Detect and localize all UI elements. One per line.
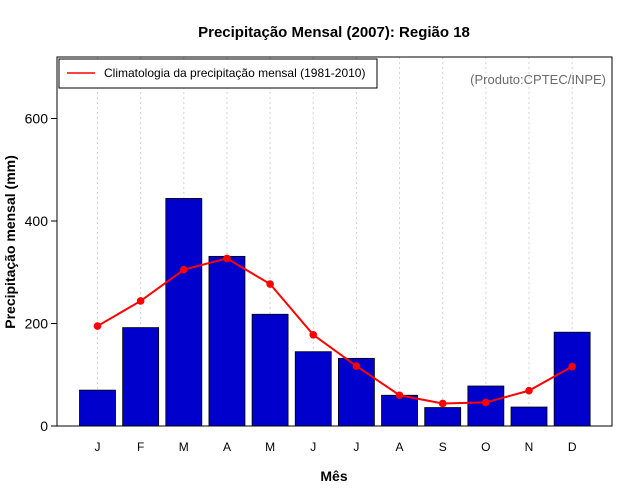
climatology-point xyxy=(223,254,231,263)
grid xyxy=(97,57,573,426)
climatology-point xyxy=(93,322,102,330)
chart-title: Precipitação Mensal (2007): Região 18 xyxy=(198,24,470,41)
plot-frame xyxy=(56,56,613,427)
y-axis-title: Precipitação mensal (mm) xyxy=(2,155,18,329)
bar-A xyxy=(208,255,246,427)
legend-label: Climatologia da precipitação mensal (198… xyxy=(104,66,365,80)
bar-A xyxy=(381,394,418,427)
climatology-line xyxy=(93,254,576,408)
legend-box xyxy=(58,58,378,89)
x-tick-label: N xyxy=(525,440,534,454)
climatology-point xyxy=(525,386,533,395)
credit-text: (Produto:CPTEC/INPE) xyxy=(470,72,606,87)
x-tick-label: M xyxy=(179,440,189,454)
bar-D xyxy=(553,331,591,427)
climatology-point xyxy=(136,297,145,305)
climatology-point xyxy=(568,362,576,371)
bar-F xyxy=(122,327,160,427)
y-axis: 0 200 400 600 xyxy=(25,111,57,434)
x-tick-label: S xyxy=(439,440,447,454)
x-tick-label: O xyxy=(481,440,490,454)
climatology-polyline xyxy=(96,257,573,405)
climatology-point xyxy=(482,398,490,407)
bar-N xyxy=(510,406,548,427)
bar-S xyxy=(424,407,462,427)
bar-M xyxy=(165,198,203,427)
climatology-point xyxy=(180,265,188,274)
legend: Climatologia da precipitação mensal (198… xyxy=(58,58,378,89)
x-tick-label: A xyxy=(396,440,404,454)
x-tick-label: J xyxy=(310,440,316,454)
bar-M xyxy=(251,313,289,427)
bars xyxy=(79,198,591,427)
climatology-point xyxy=(309,330,318,339)
x-tick-label: D xyxy=(568,440,577,454)
x-axis-title: Mês xyxy=(320,468,347,484)
y-tick-label: 400 xyxy=(25,213,49,229)
x-tick-label: M xyxy=(265,440,275,454)
x-tick-label: J xyxy=(95,440,101,454)
climatology-point xyxy=(395,391,404,400)
x-tick-label: A xyxy=(223,440,231,454)
climatology-point xyxy=(352,362,361,370)
climatology-point xyxy=(438,399,447,408)
x-tick-label: F xyxy=(137,440,144,454)
x-tick-label: J xyxy=(353,440,359,454)
y-tick-label: 0 xyxy=(40,418,48,434)
bar-J xyxy=(294,351,332,427)
bar-J xyxy=(79,389,116,427)
y-tick-label: 200 xyxy=(25,316,49,332)
climatology-point xyxy=(266,280,274,288)
y-tick-label: 600 xyxy=(25,111,49,127)
